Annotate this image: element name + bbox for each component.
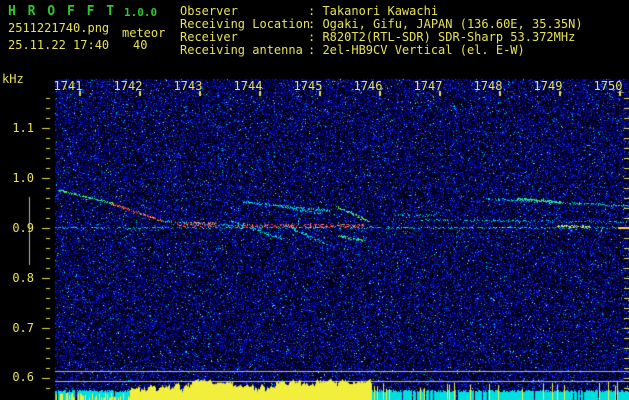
time-label-1747: 1747 <box>413 79 443 93</box>
info-row-receiver: Receiver: R820T2(RTL-SDR) SDR-Sharp 53.3… <box>180 30 575 44</box>
info-value: 2el-HB9CV Vertical (el. E-W) <box>322 43 525 57</box>
time-label-1741: 1741 <box>53 79 83 93</box>
info-label: Receiving Location <box>180 17 311 31</box>
text-cursor: _ <box>617 79 625 93</box>
time-label-1744: 1744 <box>233 79 263 93</box>
info-label: Observer <box>180 4 238 18</box>
app-version: 1.0.0 <box>124 6 158 19</box>
freq-label-1.0: 1.0 <box>12 171 34 185</box>
info-row-observer: Observer: Takanori Kawachi <box>180 4 438 18</box>
app-title: H R O F F T <box>8 4 117 19</box>
time-label-1748: 1748 <box>473 79 503 93</box>
info-separator: : <box>308 4 323 18</box>
observation-mode: meteor <box>122 26 166 40</box>
info-value: Takanori Kawachi <box>322 4 439 18</box>
freq-label-0.7: 0.7 <box>12 321 34 335</box>
info-separator: : <box>308 30 323 44</box>
info-label: Receiver <box>180 30 238 44</box>
info-row-location: Receiving Location: Ogaki, Gifu, JAPAN (… <box>180 17 583 31</box>
freq-label-0.9: 0.9 <box>12 221 34 235</box>
time-label-1749: 1749 <box>533 79 563 93</box>
observation-datetime: 25.11.22 17:40 <box>8 38 110 52</box>
time-label-1745: 1745 <box>293 79 323 93</box>
freq-label-0.6: 0.6 <box>12 370 34 384</box>
freq-label-0.8: 0.8 <box>12 271 34 285</box>
time-label-1742: 1742 <box>113 79 143 93</box>
y-axis-unit-label: kHz <box>2 72 24 86</box>
info-value: Ogaki, Gifu, JAPAN (136.60E, 35.35N) <box>322 17 583 31</box>
output-filename: 2511221740.png <box>8 21 110 35</box>
freq-label-1.1: 1.1 <box>12 121 34 135</box>
time-label-1743: 1743 <box>173 79 203 93</box>
info-separator: : <box>308 17 323 31</box>
info-separator: : <box>308 43 323 57</box>
time-label-1746: 1746 <box>353 79 383 93</box>
time-label-1750: 1750 <box>593 79 623 93</box>
info-label: Receiving antenna <box>180 43 303 57</box>
info-value: R820T2(RTL-SDR) SDR-Sharp 53.372MHz <box>322 30 576 44</box>
echo-count: 40 <box>133 38 148 52</box>
info-row-antenna: Receiving antenna: 2el-HB9CV Vertical (e… <box>180 43 525 57</box>
